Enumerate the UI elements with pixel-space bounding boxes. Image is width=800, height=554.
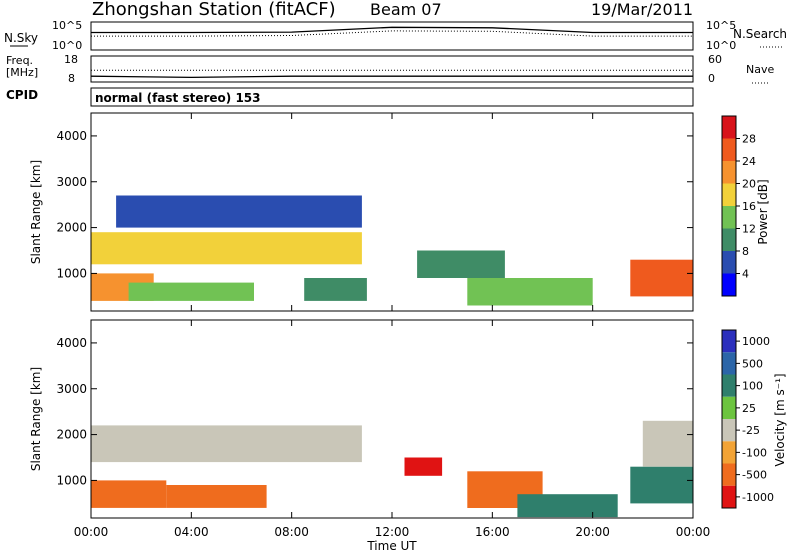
freq-tick-low: 8 xyxy=(68,72,75,85)
noise-right-tick-high: 10^5 xyxy=(706,19,736,32)
colorbar-swatch xyxy=(722,116,736,139)
heatmap-region xyxy=(417,250,505,278)
freq-panel-frame xyxy=(90,55,694,83)
power-colorbar-label: Power [dB] xyxy=(756,179,770,244)
n-sky-label: N.Sky xyxy=(4,31,38,45)
station-title: Zhongshan Station (fitACF) xyxy=(92,0,336,20)
heatmap-region xyxy=(91,425,362,463)
colorbar-swatch xyxy=(722,396,736,420)
power-ylabel: Slant Range [km] xyxy=(29,160,43,264)
colorbar-tick-label: -25 xyxy=(742,424,760,437)
colorbar-swatch xyxy=(722,183,736,206)
velocity-colorbar-label: Velocity [m s⁻¹] xyxy=(773,373,787,466)
x-tick-label: 04:00 xyxy=(174,525,209,539)
freq-series xyxy=(90,75,693,79)
colorbar-swatch xyxy=(722,273,736,296)
power-y-tick-label: 1000 xyxy=(56,266,87,280)
date-label: 19/Mar/2011 xyxy=(591,0,693,19)
nave-label: Nave xyxy=(746,63,774,76)
nave-tick-high: 60 xyxy=(708,53,722,66)
colorbar-tick-label: 8 xyxy=(742,245,749,258)
cpid-panel-frame xyxy=(90,87,694,107)
heatmap-region xyxy=(642,420,693,467)
colorbar-tick-label: 1000 xyxy=(742,335,770,348)
x-tick-label: 12:00 xyxy=(375,525,410,539)
freq-label: Freq. xyxy=(6,54,33,67)
colorbar-tick-label: 100 xyxy=(742,380,763,393)
colorbar-swatch xyxy=(722,485,736,509)
nave-tick-low: 0 xyxy=(708,72,715,85)
colorbar-swatch xyxy=(722,441,736,464)
colorbar-tick-label: -500 xyxy=(742,469,767,482)
power-y-tick-label: 4000 xyxy=(56,129,87,143)
colorbar-tick-label: 500 xyxy=(742,357,763,370)
colorbar-tick-label: 16 xyxy=(742,200,756,213)
freq-unit-label: [MHz] xyxy=(6,66,38,79)
heatmap-region xyxy=(91,232,362,265)
n-search-series xyxy=(91,30,693,37)
heatmap-region xyxy=(91,480,167,508)
colorbar-tick-label: 24 xyxy=(742,155,756,168)
cpid-label: CPID xyxy=(6,88,38,102)
heatmap-region xyxy=(166,485,267,508)
x-tick-label: 20:00 xyxy=(575,525,610,539)
x-axis-label: Time UT xyxy=(366,539,417,553)
colorbar-tick-label: -100 xyxy=(742,446,767,459)
n-sky-series xyxy=(91,26,693,34)
heatmap-region xyxy=(517,494,618,518)
velocity-heatmap xyxy=(91,420,693,518)
heatmap-region xyxy=(630,466,693,504)
colorbar-swatch xyxy=(722,251,736,274)
colorbar-tick-label: -1000 xyxy=(742,491,774,504)
x-tick-label: 16:00 xyxy=(475,525,510,539)
velocity-y-tick-label: 4000 xyxy=(56,336,87,350)
noise-left-tick-high: 10^5 xyxy=(52,19,82,32)
x-tick-label: 00:00 xyxy=(74,525,109,539)
colorbar-swatch xyxy=(722,228,736,251)
colorbar-tick-label: 20 xyxy=(742,178,756,191)
colorbar-tick-label: 4 xyxy=(742,268,749,281)
heatmap-region xyxy=(467,278,593,306)
noise-left-tick-low: 10^0 xyxy=(52,39,82,52)
velocity-y-tick-label: 1000 xyxy=(56,473,87,487)
colorbar-swatch xyxy=(722,138,736,161)
velocity-y-tick-label: 2000 xyxy=(56,428,87,442)
colorbar-frame xyxy=(721,329,737,509)
power-colorbar: 4 8 12 16 20 24 28 xyxy=(721,115,756,297)
colorbar-swatch xyxy=(722,330,736,353)
cpid-value: normal (fast stereo) 153 xyxy=(95,91,261,105)
colorbar-swatch xyxy=(722,463,736,486)
heatmap-region xyxy=(404,457,443,476)
colorbar-tick-label: 28 xyxy=(742,133,756,146)
colorbar-swatch xyxy=(722,374,736,397)
velocity-colorbar: 1000 500 100 25 -25 -100 -500 -1000 xyxy=(721,329,774,509)
colorbar-swatch xyxy=(722,419,736,442)
colorbar-swatch xyxy=(722,206,736,229)
power-y-tick-label: 3000 xyxy=(56,175,87,189)
beam-label: Beam 07 xyxy=(370,0,442,19)
n-search-label: N.Search xyxy=(733,27,787,41)
heatmap-region xyxy=(116,195,362,228)
colorbar-swatch xyxy=(722,352,736,375)
heatmap-region xyxy=(304,278,367,301)
power-y-tick-label: 2000 xyxy=(56,221,87,235)
velocity-y-tick-label: 3000 xyxy=(56,382,87,396)
x-tick-label: 08:00 xyxy=(274,525,309,539)
velocity-ylabel: Slant Range [km] xyxy=(29,367,43,471)
noise-right-tick-low: 10^0 xyxy=(706,39,736,52)
freq-tick-high: 18 xyxy=(64,53,78,66)
colorbar-swatch xyxy=(722,161,736,184)
power-heatmap xyxy=(91,195,693,306)
colorbar-tick-label: 25 xyxy=(742,402,756,415)
colorbar-tick-label: 12 xyxy=(742,223,756,236)
heatmap-region xyxy=(630,259,693,297)
x-tick-label: 00:00 xyxy=(676,525,711,539)
heatmap-region xyxy=(128,282,254,301)
